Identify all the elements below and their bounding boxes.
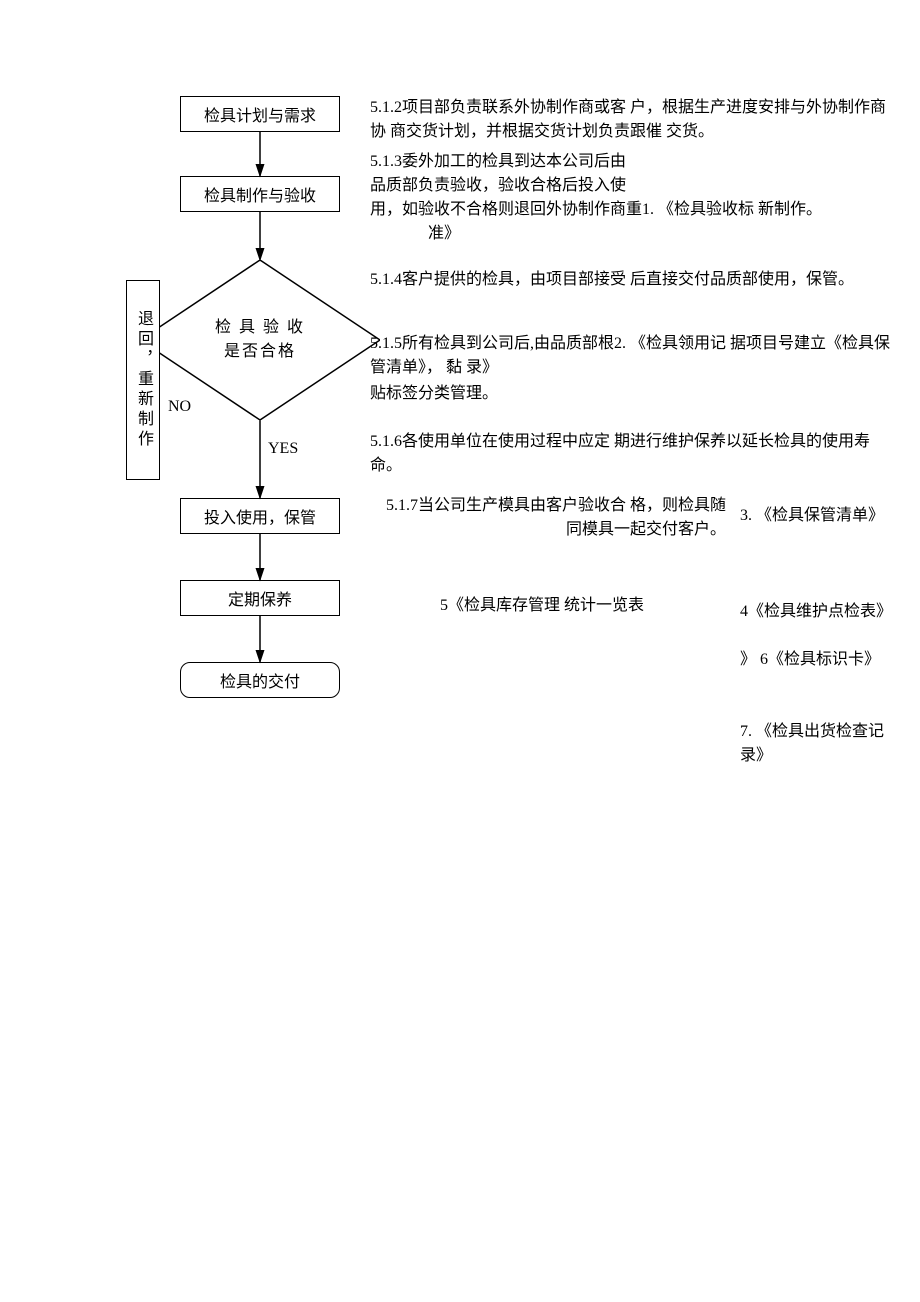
edge-label-yes: YES (268, 440, 298, 458)
para-513b: 品质部负责验收，验收合格后投入使 (370, 174, 890, 198)
edge-label-no: NO (168, 398, 191, 416)
ref-4b: 》 6《检具标识卡》 (740, 648, 910, 672)
para-513a: 5.1.3委外加工的检具到达本公司后由 (370, 150, 890, 174)
ref-4: 4《检具维护点检表》 (740, 600, 890, 624)
para-514: 5.1.4客户提供的检具，由项目部接受 后直接交付品质部使用，保管。 (370, 268, 890, 292)
ref-5: 5《检具库存管理 统计一览表 (440, 594, 730, 618)
para-516: 5.1.6各使用单位在使用过程中应定 期进行维护保养以延长检具的使用寿 命。 (370, 430, 890, 478)
ref-3: 3. 《检具保管清单》 (740, 504, 890, 528)
para-515b: 贴标签分类管理。 (370, 382, 890, 406)
ref-7: 7. 《检具出货检查记录》 (740, 720, 900, 768)
para-515a: 5.1.5所有检具到公司后,由品质部根2. 《检具领用记 据项目号建立《检具保管… (370, 332, 890, 380)
para-512: 5.1.2项目部负责联系外协制作商或客 户，根据生产进度安排与外协制作商协 商交… (370, 96, 890, 144)
para-513c: 用，如验收不合格则退回外协制作商重1. 《检具验收标 新制作。 (370, 198, 890, 222)
para-513d: 准》 (428, 222, 628, 246)
para-517a: 5.1.7当公司生产模具由客户验收合 格，则检具随同模具一起交付客户。 (386, 494, 726, 542)
